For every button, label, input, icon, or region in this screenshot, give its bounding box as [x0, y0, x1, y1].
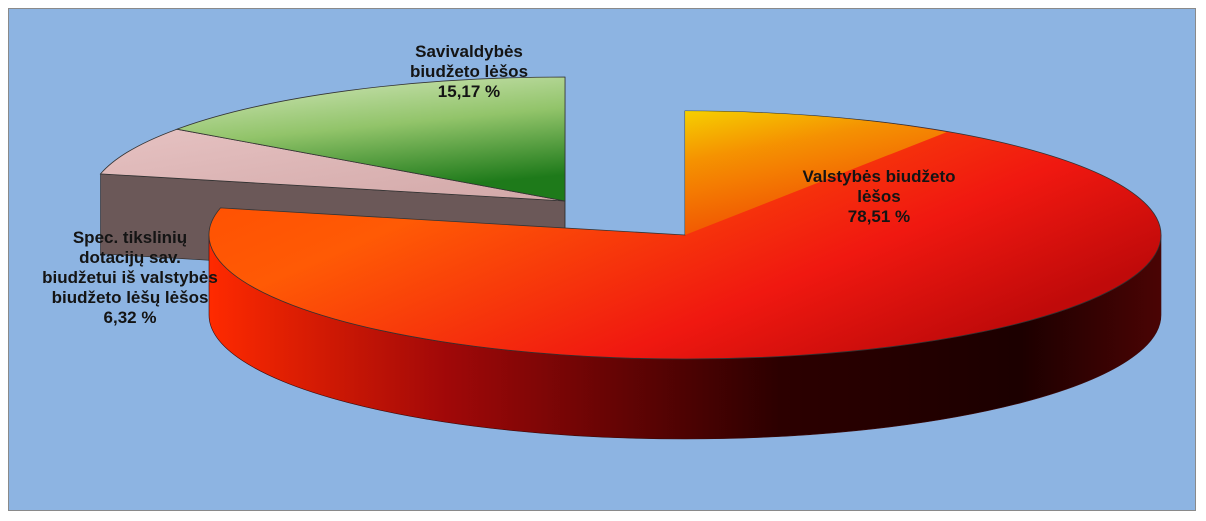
label-line: biudžeto lėšos: [409, 62, 529, 81]
value-label: 6,32 %: [103, 308, 157, 327]
value-label: 78,51 %: [847, 207, 911, 226]
label-line: biudžeto lėšų lėšos: [51, 288, 209, 307]
slice-highlight: [685, 111, 947, 235]
chart-area: Valstybės biudžeto lėšos 78,51 % Spec. t…: [8, 8, 1196, 511]
slice-label-savivaldybes: Savivaldybės biudžeto lėšos 15,17 %: [369, 42, 569, 102]
slice-top: [208, 110, 1162, 360]
label-line: Spec. tikslinių: [72, 228, 188, 247]
pie-slice-1: [208, 110, 1162, 440]
slice-label-spec-dotacijos: Spec. tikslinių dotacijų sav. biudžetui …: [9, 228, 251, 328]
label-line: dotacijų sav.: [79, 248, 181, 267]
label-line: biudžetui iš valstybės: [42, 268, 218, 287]
slice-top: [175, 76, 566, 202]
label-line: Valstybės biudžeto: [802, 167, 956, 186]
pie-chart: [99, 76, 1162, 440]
label-line: lėšos: [857, 187, 901, 206]
value-label: 15,17 %: [437, 82, 501, 101]
slice-top: [99, 128, 566, 202]
label-line: Savivaldybės: [415, 42, 523, 61]
slice-label-valstybes: Valstybės biudžeto lėšos 78,51 %: [744, 167, 1014, 227]
